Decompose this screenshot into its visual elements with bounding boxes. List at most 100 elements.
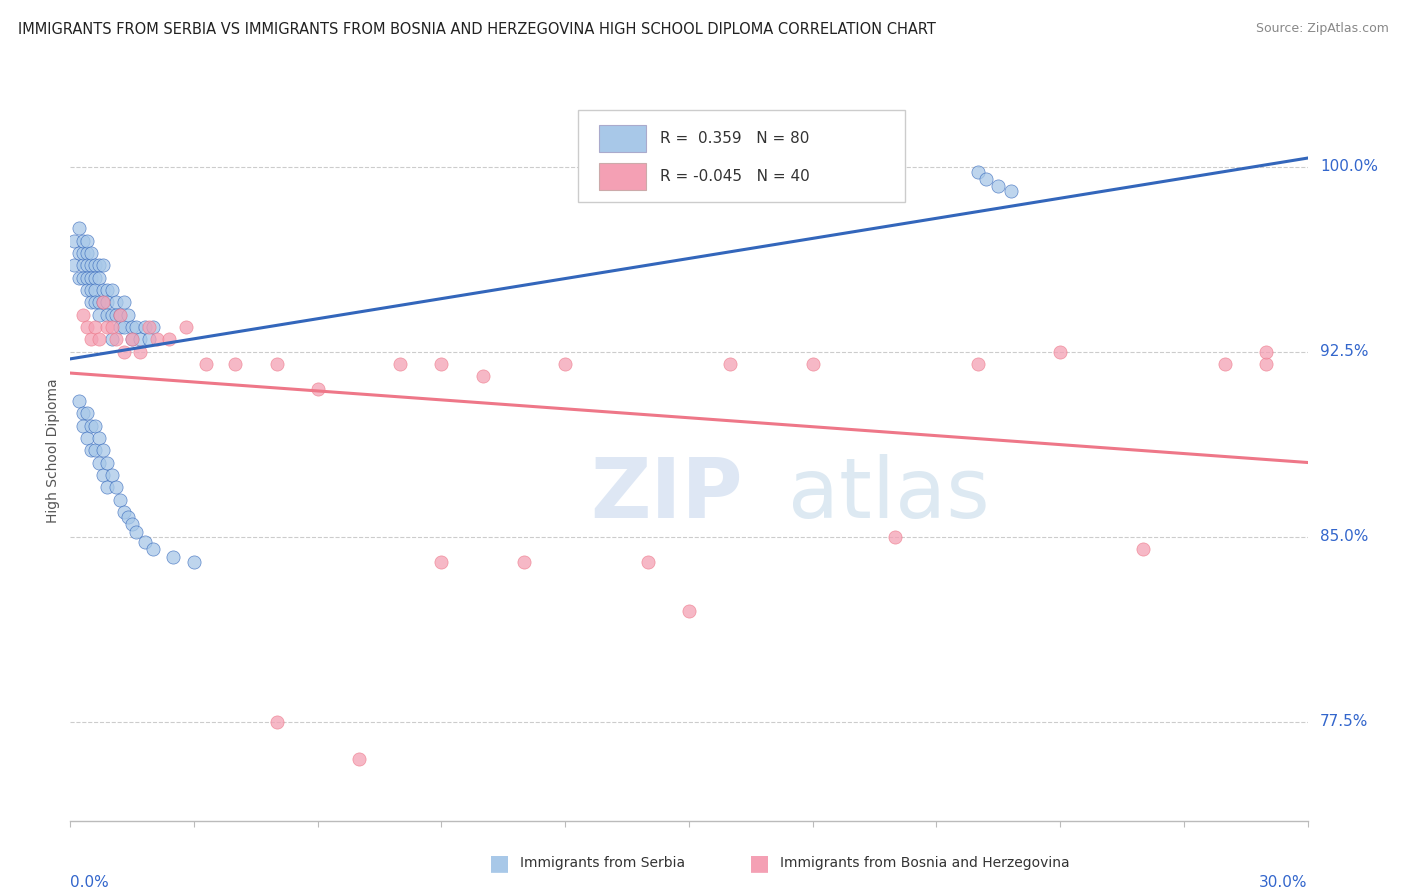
Point [117, 510, 139, 524]
Point [96, 295, 118, 310]
Point [100, 283, 122, 297]
Point [125, 524, 148, 539]
Point [347, 752, 370, 766]
Point [67, 221, 90, 235]
Point [76, 431, 98, 445]
Point [266, 357, 288, 371]
Text: ZIP: ZIP [591, 454, 742, 535]
Point [121, 517, 143, 532]
Point [142, 320, 165, 334]
Point [67, 394, 90, 409]
Point [76, 320, 98, 334]
Point [112, 344, 135, 359]
Point [104, 308, 127, 322]
Point [84, 270, 107, 285]
Point [80, 295, 103, 310]
Point [76, 283, 98, 297]
Point [84, 443, 107, 458]
Text: ■: ■ [489, 854, 509, 873]
Point [72, 234, 94, 248]
Point [195, 357, 218, 371]
Point [987, 179, 1010, 194]
Point [129, 332, 152, 346]
Point [91, 295, 114, 310]
Point [117, 308, 139, 322]
Point [76, 234, 98, 248]
Point [96, 283, 118, 297]
Point [80, 443, 103, 458]
Point [138, 320, 160, 334]
Point [1213, 357, 1236, 371]
Point [89, 270, 111, 285]
Point [84, 418, 107, 433]
Point [1256, 357, 1278, 371]
Point [89, 431, 111, 445]
Point [91, 443, 114, 458]
Point [129, 344, 152, 359]
Point [104, 295, 127, 310]
Point [76, 406, 98, 420]
Point [112, 295, 135, 310]
Point [89, 258, 111, 272]
FancyBboxPatch shape [578, 110, 905, 202]
Text: ■: ■ [749, 854, 769, 873]
Point [174, 320, 197, 334]
Point [100, 468, 122, 483]
Point [89, 308, 111, 322]
Point [471, 369, 494, 384]
Point [72, 406, 94, 420]
Point [67, 270, 90, 285]
Point [112, 505, 135, 519]
Point [104, 480, 127, 494]
Point [884, 530, 907, 544]
Point [80, 283, 103, 297]
Point [84, 295, 107, 310]
Point [91, 295, 114, 310]
Point [554, 357, 576, 371]
Point [157, 332, 180, 346]
Point [966, 357, 988, 371]
Point [121, 320, 143, 334]
Point [389, 357, 412, 371]
Point [63, 258, 86, 272]
Point [125, 320, 148, 334]
Point [108, 320, 131, 334]
Point [1132, 542, 1154, 557]
Point [108, 492, 131, 507]
Point [96, 480, 118, 494]
Point [72, 418, 94, 433]
Point [162, 549, 184, 564]
Text: 92.5%: 92.5% [1320, 344, 1368, 359]
Point [72, 270, 94, 285]
Point [146, 332, 169, 346]
Text: 0.0%: 0.0% [70, 875, 110, 890]
Point [121, 332, 143, 346]
Text: IMMIGRANTS FROM SERBIA VS IMMIGRANTS FROM BOSNIA AND HERZEGOVINA HIGH SCHOOL DIP: IMMIGRANTS FROM SERBIA VS IMMIGRANTS FRO… [18, 22, 936, 37]
Point [91, 283, 114, 297]
Point [67, 246, 90, 260]
Y-axis label: High School Diploma: High School Diploma [46, 378, 60, 523]
Point [96, 320, 118, 334]
Point [100, 308, 122, 322]
Point [63, 234, 86, 248]
FancyBboxPatch shape [599, 163, 645, 190]
Point [121, 332, 143, 346]
Point [104, 332, 127, 346]
Point [72, 258, 94, 272]
Point [108, 308, 131, 322]
Point [637, 554, 659, 569]
Point [224, 357, 246, 371]
Text: 85.0%: 85.0% [1320, 529, 1368, 544]
Point [1049, 344, 1071, 359]
Point [80, 270, 103, 285]
Point [430, 357, 453, 371]
Point [96, 308, 118, 322]
Point [91, 258, 114, 272]
Point [72, 246, 94, 260]
Point [80, 332, 103, 346]
Point [513, 554, 536, 569]
Point [91, 468, 114, 483]
Point [84, 320, 107, 334]
Point [138, 332, 160, 346]
Text: atlas: atlas [787, 454, 990, 535]
